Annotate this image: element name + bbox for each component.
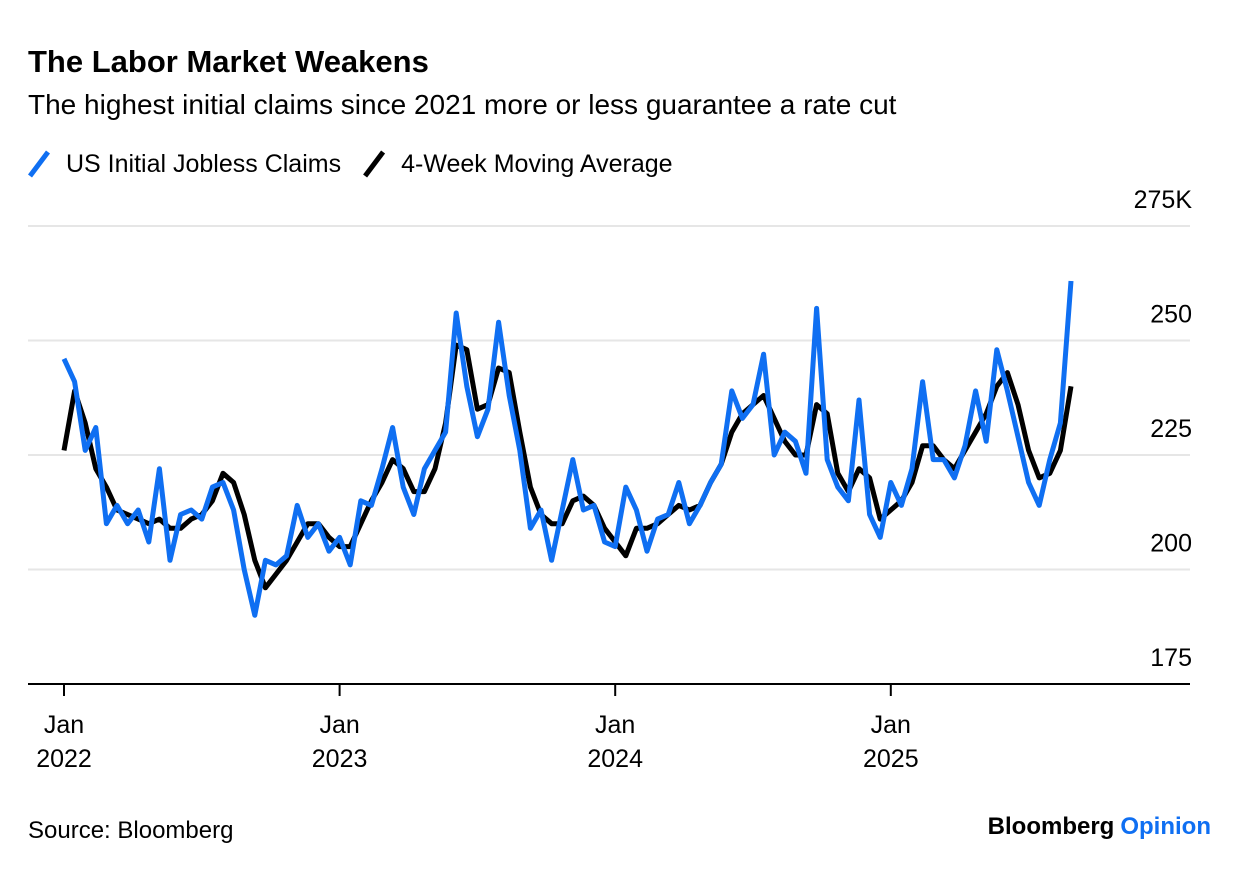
brand-name: Bloomberg: [988, 813, 1115, 840]
x-tick-label: Jan: [44, 711, 84, 739]
chart-title: The Labor Market Weakens: [28, 44, 429, 79]
y-tick-label: 225: [1150, 415, 1192, 443]
legend-swatch: [28, 150, 50, 178]
series-line: [61, 342, 1074, 591]
x-tick-label: 2025: [863, 745, 919, 773]
y-tick-label: 275K: [1134, 186, 1193, 214]
source: Source: Bloomberg: [28, 817, 233, 844]
legend-label: US Initial Jobless Claims: [66, 150, 341, 178]
chart-subtitle: The highest initial claims since 2021 mo…: [28, 89, 897, 120]
brand-suffix: Opinion: [1120, 813, 1211, 840]
x-tick-label: Jan: [595, 711, 635, 739]
legend-swatch: [363, 150, 386, 178]
series-line: [61, 280, 1074, 618]
brand: Bloomberg Opinion: [988, 813, 1211, 840]
y-tick-label: 250: [1150, 301, 1192, 329]
x-tick-label: Jan: [319, 711, 359, 739]
x-tick-label: Jan: [871, 711, 911, 739]
y-tick-label: 175: [1150, 644, 1192, 672]
x-tick-label: 2022: [36, 745, 92, 773]
x-tick-label: 2023: [312, 745, 368, 773]
y-tick-label: 200: [1150, 530, 1192, 558]
x-tick-label: 2024: [587, 745, 643, 773]
legend-label: 4-Week Moving Average: [401, 150, 672, 178]
